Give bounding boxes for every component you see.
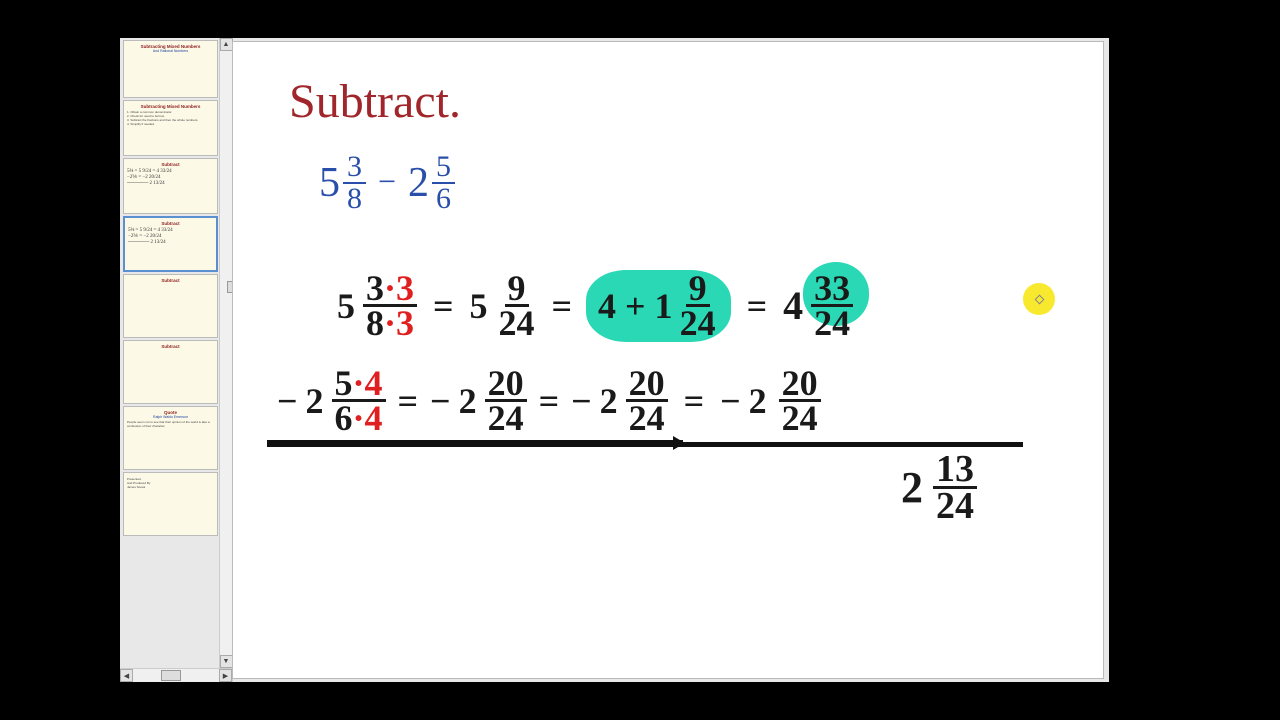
work-row-2: − 2 5·4 6·4 = − 2 20 24 = − 2: [277, 367, 821, 435]
r1-w1: 5: [337, 285, 355, 327]
vertical-scrollbar[interactable]: ▲ ▼: [219, 38, 232, 668]
scroll-right-button[interactable]: ▶: [219, 669, 232, 682]
regroup-highlight: 4 + 1 9 24: [586, 270, 731, 342]
a-den: 8: [343, 184, 366, 214]
hscroll-grip[interactable]: [161, 670, 181, 681]
sidebar: Subtracting Mixed NumbersAnd Rational Nu…: [120, 38, 233, 682]
a-whole: 5: [319, 159, 340, 207]
typeset-problem: 5 3 8 − 2 5 6: [319, 152, 455, 214]
thumbnail-list: Subtracting Mixed NumbersAnd Rational Nu…: [120, 38, 219, 668]
thumbnail[interactable]: Subtract5⅜ = 5 9/24 = 4 33/24−2⅚ = −2 20…: [123, 216, 218, 272]
cursor-highlight: [1023, 283, 1055, 315]
horizontal-scrollbar[interactable]: ◀ ▶: [120, 668, 232, 682]
answer: 2 13 24: [901, 452, 977, 523]
thumbnail[interactable]: Subtract5⅜ = 5 9/24 = 4 33/24−2⅚ = −2 20…: [123, 158, 218, 214]
slide-heading: Subtract.: [289, 74, 461, 129]
b-whole: 2: [408, 159, 429, 207]
scroll-down-button[interactable]: ▼: [220, 655, 233, 668]
thumbnail[interactable]: Subtract: [123, 274, 218, 338]
b-num: 5: [432, 152, 455, 184]
slide-canvas: Subtract. 5 3 8 − 2 5 6: [233, 42, 1103, 678]
scroll-left-button[interactable]: ◀: [120, 669, 133, 682]
a-num: 3: [343, 152, 366, 184]
subtraction-line-tip: [267, 440, 683, 445]
thumbnail[interactable]: Subtracting Mixed Numbers1. Obtain a com…: [123, 100, 218, 156]
app-frame: Subtracting Mixed NumbersAnd Rational Nu…: [120, 38, 1109, 682]
scroll-up-button[interactable]: ▲: [220, 38, 233, 51]
minus-sign: −: [378, 163, 396, 200]
work-row-1: 5 3·3 8·3 = 5 9 24 = 4 + 1 9: [337, 270, 853, 342]
thumbnail[interactable]: Subtracting Mixed NumbersAnd Rational Nu…: [123, 40, 218, 98]
thumbnail[interactable]: Subtract: [123, 340, 218, 404]
thumbnail[interactable]: PresentedAnd Produced ByJames Sousa: [123, 472, 218, 536]
slide-pane: Subtract. 5 3 8 − 2 5 6: [233, 38, 1109, 682]
b-den: 6: [432, 184, 455, 214]
thumbnail[interactable]: QuoteRalph Waldo EmersonPeople seem not …: [123, 406, 218, 470]
